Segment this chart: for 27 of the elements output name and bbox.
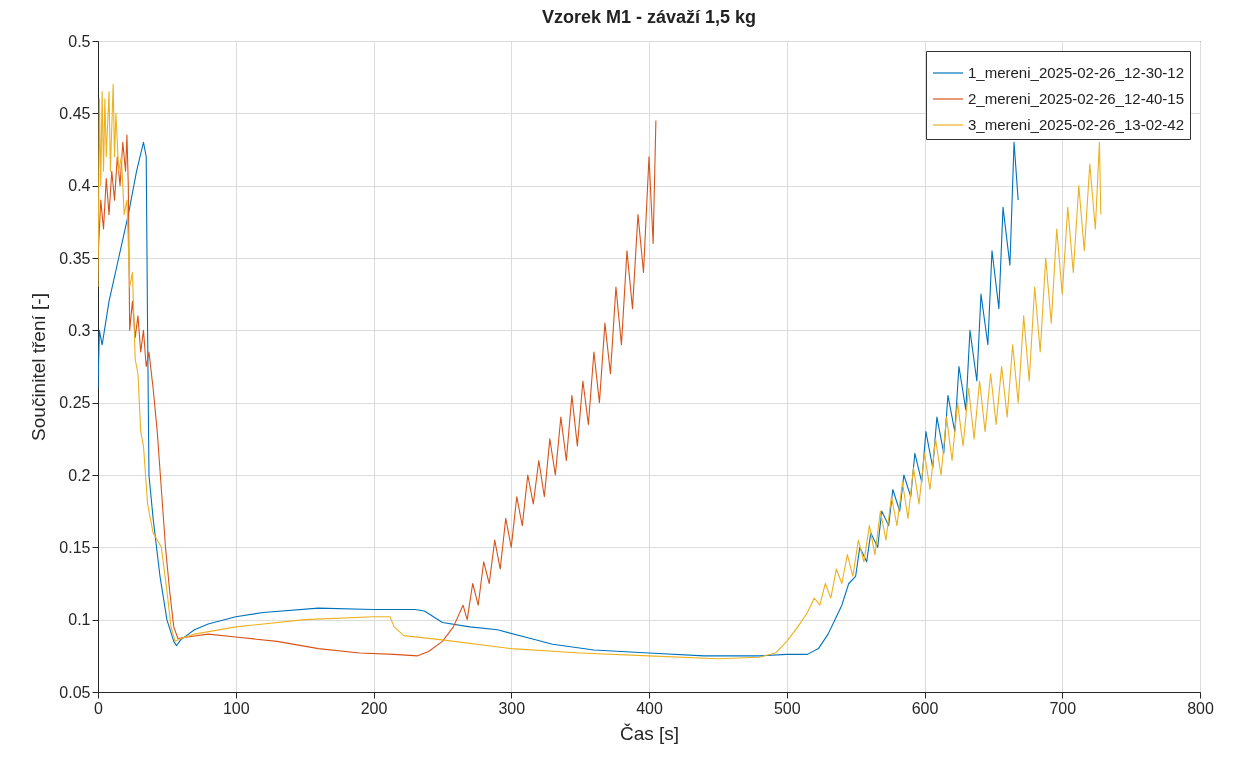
x-axis-title: Čas [s] bbox=[619, 722, 680, 744]
y-tick-label: 0.15 bbox=[59, 538, 91, 556]
y-tick-label: 0.1 bbox=[68, 611, 91, 629]
y-tick-label: 0.5 bbox=[68, 32, 91, 50]
x-tick-label: 400 bbox=[636, 699, 663, 717]
y-axis-title: Součinitel tření [-] bbox=[28, 293, 50, 441]
x-tick-label: 100 bbox=[222, 699, 250, 717]
y-tick-label: 0.45 bbox=[59, 104, 91, 122]
line-series bbox=[98, 141, 1019, 657]
y-tick-label: 0.4 bbox=[68, 177, 91, 195]
y-tick-label: 0.35 bbox=[59, 249, 91, 267]
legend-label: 1_mereni_2025-02-26_12-30-12 bbox=[968, 64, 1184, 81]
line-series bbox=[98, 120, 657, 657]
x-tick-label: 500 bbox=[773, 699, 801, 717]
x-tick-label: 700 bbox=[1049, 699, 1077, 717]
y-tick-label: 0.2 bbox=[68, 466, 91, 484]
x-tick-label: 0 bbox=[94, 699, 104, 717]
y-tick-label: 0.25 bbox=[59, 394, 91, 412]
legend-label: 2_mereni_2025-02-26_12-40-15 bbox=[968, 90, 1184, 107]
legend-label: 3_mereni_2025-02-26_13-02-42 bbox=[968, 116, 1184, 133]
chart-title: Vzorek M1 - závaží 1,5 kg bbox=[541, 7, 757, 27]
y-tick-label: 0.05 bbox=[59, 683, 91, 701]
x-tick-label: 300 bbox=[498, 699, 526, 717]
x-tick-label: 800 bbox=[1187, 699, 1214, 717]
x-tick-label: 200 bbox=[360, 699, 388, 717]
y-tick-label: 0.3 bbox=[68, 321, 91, 339]
x-tick-label: 600 bbox=[911, 699, 939, 717]
